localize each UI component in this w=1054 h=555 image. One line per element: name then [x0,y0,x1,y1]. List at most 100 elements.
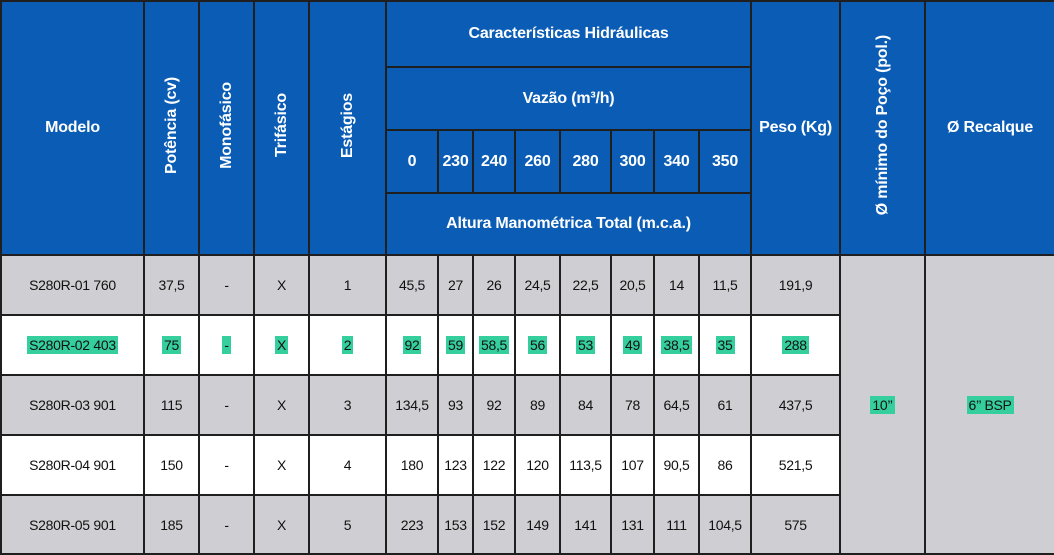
cell-peso: 437,5 [750,374,842,436]
cell-peso-value: 288 [782,336,809,354]
cell-altura: 153 [437,494,474,555]
cell-altura: 111 [653,494,700,555]
cell-altura: 22,5 [559,254,612,316]
cell-altura: 26 [472,254,516,316]
cell-altura: 24,5 [514,254,561,316]
header-estagios: Estágios [308,0,387,256]
cell-tri-value: X [274,336,289,354]
table-row: S280R-02 403 75 - X 2 92 59 58,5 56 53 4… [0,314,1054,376]
cell-altura: 131 [610,494,655,555]
cell-recalque: 6’’ BSP [924,254,1054,555]
cell-estagios: 2 [308,314,387,376]
header-potencia-label: Potência (cv) [162,77,180,174]
cell-altura: 180 [385,434,439,496]
cell-potencia: 75 [143,314,200,376]
cell-altura: 61 [697,374,753,436]
cell-estagios: 3 [308,374,387,436]
cell-estagios-value: 2 [341,336,354,354]
cell-altura: 78 [610,374,655,436]
cell-altura-value: 38,5 [661,336,692,354]
cell-altura: 20,5 [610,254,655,316]
cell-potencia-value: 75 [162,336,181,354]
cell-altura: 104,5 [697,494,753,555]
cell-altura: 86 [697,434,753,496]
cell-tri: X [253,434,310,496]
cell-altura: 123 [437,434,474,496]
header-peso: Peso (Kg) [750,0,842,256]
cell-altura: 49 [610,314,655,376]
cell-altura: 59 [437,314,474,376]
cell-altura: 53 [559,314,612,376]
cell-peso: 575 [750,494,842,555]
header-caracteristicas: Características Hidráulicas [384,0,753,68]
cell-altura: 113,5 [559,434,612,496]
cell-altura: 84 [559,374,612,436]
cell-altura: 152 [472,494,516,555]
cell-tri: X [253,494,310,555]
cell-altura: 90,5 [653,434,700,496]
cell-potencia: 185 [143,494,200,555]
table-row: S280R-03 901 115 - X 3 134,5 93 92 89 84… [0,374,1054,436]
cell-peso: 191,9 [750,254,842,316]
cell-mono: - [198,434,255,496]
header-recalque: Ø Recalque [924,0,1054,256]
header-estagios-label: Estágios [338,92,356,159]
cell-potencia: 115 [143,374,200,436]
cell-altura: 64,5 [653,374,700,436]
cell-mono: - [198,254,255,316]
cell-altura: 27 [437,254,474,316]
header-flow: 230 [437,129,474,194]
cell-poco: 10’’ [839,254,927,555]
cell-estagios: 1 [308,254,387,316]
cell-estagios: 4 [308,434,387,496]
cell-altura: 35 [697,314,753,376]
header-flow: 0 [385,129,439,194]
cell-altura: 141 [559,494,612,555]
cell-altura-value: 58,5 [478,336,510,354]
cell-altura: 45,5 [385,254,439,316]
table-row: S280R-01 760 37,5 - X 1 45,5 27 26 24,5 … [0,254,1054,555]
cell-altura: 122 [472,434,516,496]
cell-tri: X [253,254,310,316]
cell-altura-value: 59 [446,336,465,354]
cell-modelo: S280R-01 760 [0,254,145,316]
cell-modelo: S280R-03 901 [0,374,145,436]
cell-tri: X [253,314,310,376]
cell-potencia: 37,5 [143,254,200,316]
header-vazao: Vazão (m³/h) [384,66,753,131]
header-trifasico-label: Trifásico [272,93,290,158]
cell-altura: 92 [385,314,439,376]
header-monofasico: Monofásico [198,0,255,256]
header-flow: 260 [514,129,561,194]
cell-peso: 521,5 [750,434,842,496]
table-row: S280R-04 901 150 - X 4 180 123 122 120 1… [0,434,1054,496]
cell-altura-value: 92 [402,336,422,354]
cell-altura-value: 53 [576,336,595,354]
header-flow: 340 [653,129,700,194]
cell-altura-value: 35 [715,336,735,354]
cell-altura-value: 56 [528,336,547,354]
cell-altura-value: 49 [623,336,642,354]
header-flow: 350 [697,129,753,194]
header-trifasico: Trifásico [253,0,310,256]
cell-altura: 149 [514,494,561,555]
cell-altura: 107 [610,434,655,496]
cell-estagios: 5 [308,494,387,555]
cell-altura: 56 [514,314,561,376]
recalque-value: 6’’ BSP [966,395,1014,414]
cell-modelo: S280R-05 901 [0,494,145,555]
header-modelo: Modelo [0,0,145,256]
header-potencia: Potência (cv) [143,0,200,256]
cell-modelo-value: S280R-02 403 [27,336,118,354]
cell-potencia: 150 [143,434,200,496]
cell-altura: 11,5 [697,254,753,316]
header-monofasico-label: Monofásico [217,82,235,169]
cell-altura: 120 [514,434,561,496]
cell-mono: - [198,374,255,436]
header-poco: Ø mínimo do Poço (pol.) [839,0,927,256]
cell-altura: 14 [653,254,700,316]
cell-mono: - [198,494,255,555]
cell-altura: 38,5 [653,314,700,376]
header-altura: Altura Manométrica Total (m.c.a.) [384,192,753,256]
